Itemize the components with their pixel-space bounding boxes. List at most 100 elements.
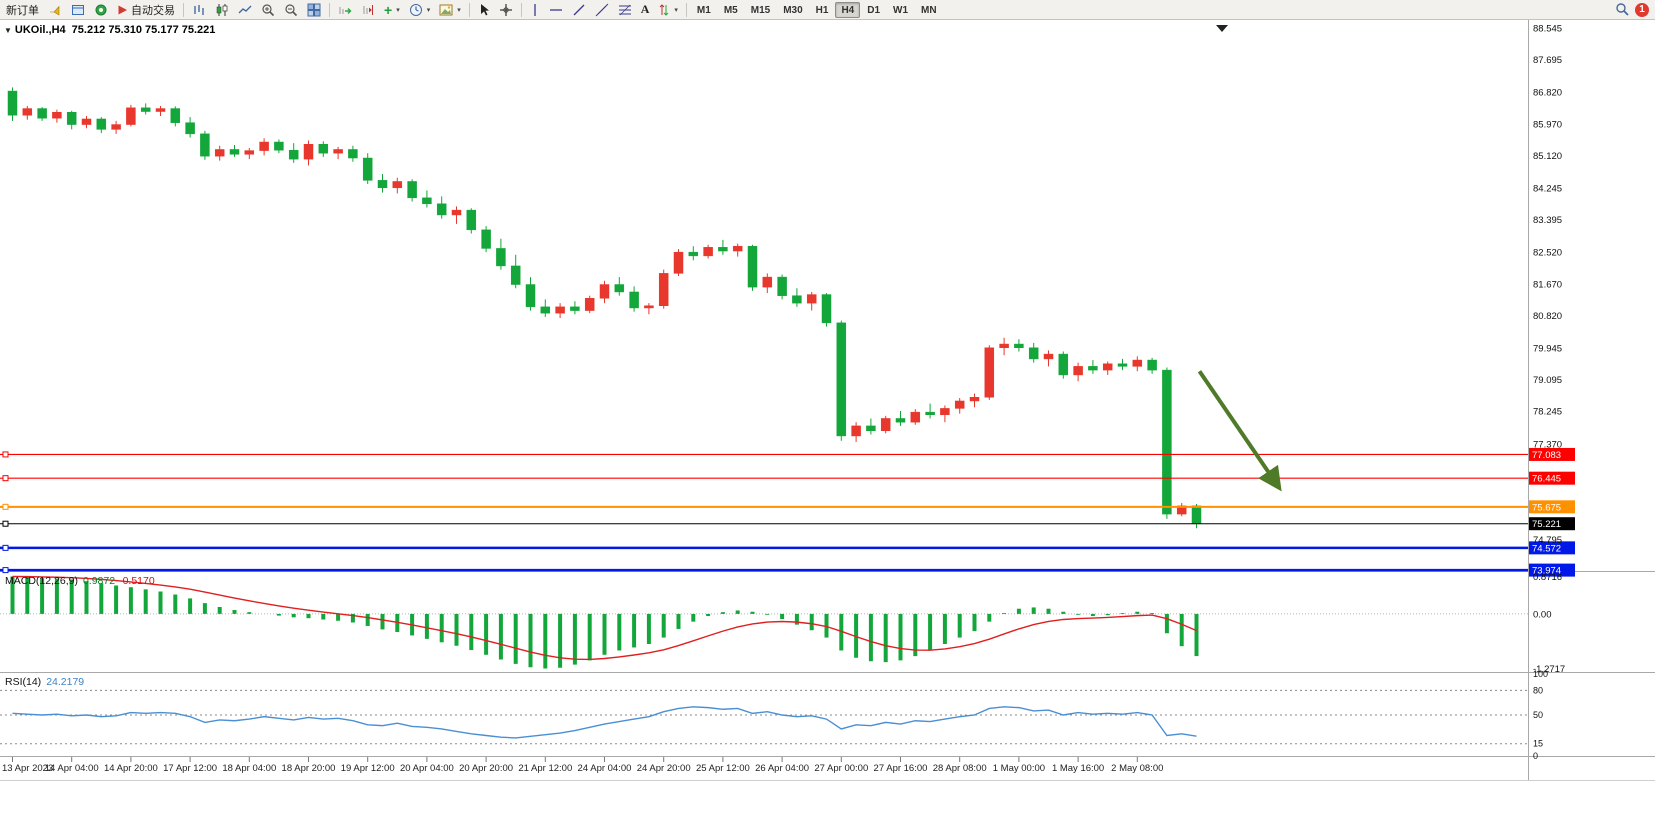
tile-windows-button[interactable]	[303, 1, 325, 19]
toolbar-separator	[468, 2, 470, 17]
indicators-button[interactable]: + ▾	[380, 1, 404, 19]
svg-text:-1.2717: -1.2717	[1533, 664, 1565, 675]
svg-text:0: 0	[1533, 751, 1538, 761]
svg-text:82.520: 82.520	[1533, 248, 1562, 259]
svg-text:86.820: 86.820	[1533, 88, 1562, 99]
bar-chart-icon	[194, 4, 204, 15]
alert-icon	[50, 5, 60, 16]
price-chart-canvas[interactable]: 77.083 76.445 75.675 75.221 74.572 73.974 88.5…	[0, 20, 1655, 825]
trendline-button[interactable]	[568, 1, 590, 19]
svg-text:20 Apr 20:00: 20 Apr 20:00	[459, 763, 513, 774]
svg-text:1 May 00:00: 1 May 00:00	[993, 763, 1045, 774]
svg-text:84.245: 84.245	[1533, 183, 1562, 194]
toolbar: 新订单 自动交易 + ▾ ▾ ▾	[0, 0, 1655, 20]
auto-trading-button[interactable]: 自动交易	[113, 1, 179, 19]
timeframe-w1[interactable]: W1	[887, 2, 914, 18]
timeframe-m30[interactable]: M30	[777, 2, 808, 18]
auto-scroll-button[interactable]	[334, 1, 356, 19]
svg-text:14 Apr 20:00: 14 Apr 20:00	[104, 763, 158, 774]
chevron-down-icon: ▾	[396, 6, 400, 14]
text-button[interactable]: A	[637, 1, 654, 19]
toolbar-separator	[329, 2, 330, 17]
chevron-down-icon: ▾	[457, 6, 461, 14]
periods-button[interactable]: ▾	[405, 1, 435, 19]
alerts-button[interactable]	[44, 1, 66, 19]
candlestick-chart-button[interactable]	[211, 1, 233, 19]
line-chart-button[interactable]	[234, 1, 256, 19]
auto-scroll-icon	[339, 6, 352, 14]
timeframe-m5[interactable]: M5	[718, 2, 744, 18]
svg-text:0.00: 0.00	[1533, 609, 1552, 620]
horizontal-line-icon	[549, 8, 562, 11]
line-chart-icon	[238, 5, 252, 13]
search-icon	[1616, 3, 1629, 16]
timeframe-h1[interactable]: H1	[810, 2, 835, 18]
svg-text:80.820: 80.820	[1533, 311, 1562, 322]
timeframe-h4[interactable]: H4	[835, 1, 861, 18]
templates-button[interactable]: ▾	[435, 1, 465, 19]
clock-icon	[409, 3, 422, 16]
svg-text:25 Apr 12:00: 25 Apr 12:00	[696, 763, 750, 774]
indicators-icon: +	[384, 1, 393, 18]
cursor-button[interactable]	[474, 1, 494, 19]
svg-text:27 Apr 16:00: 27 Apr 16:00	[874, 763, 928, 774]
notification-badge[interactable]: 1	[1635, 2, 1649, 17]
svg-text:18 Apr 04:00: 18 Apr 04:00	[222, 763, 276, 774]
svg-text:50: 50	[1533, 710, 1543, 720]
svg-text:79.095: 79.095	[1533, 375, 1562, 386]
svg-text:83.395: 83.395	[1533, 215, 1562, 226]
chart-menu-icon[interactable]: ▼	[4, 26, 12, 35]
channel-icon	[595, 3, 609, 16]
svg-text:81.670: 81.670	[1533, 279, 1562, 290]
svg-text:85.970: 85.970	[1533, 119, 1562, 130]
svg-text:79.945: 79.945	[1533, 343, 1562, 354]
toolbar-separator	[520, 2, 522, 17]
tile-windows-icon	[307, 3, 321, 16]
svg-text:77.370: 77.370	[1533, 439, 1562, 450]
vertical-line-icon	[534, 3, 536, 16]
crosshair-icon	[499, 3, 512, 16]
svg-text:0.8716: 0.8716	[1533, 572, 1562, 583]
market-watch-icon	[72, 4, 84, 15]
cursor-icon	[480, 3, 489, 15]
svg-text:15: 15	[1533, 739, 1543, 749]
svg-text:75.221: 75.221	[1532, 519, 1561, 530]
svg-text:2 May 08:00: 2 May 08:00	[1111, 763, 1163, 774]
vertical-line-button[interactable]	[526, 1, 544, 19]
svg-text:74.572: 74.572	[1532, 543, 1561, 554]
timeframe-m1[interactable]: M1	[691, 2, 717, 18]
new-order-button[interactable]: 新订单	[2, 1, 43, 19]
navigator-icon	[95, 4, 107, 15]
toolbar-separator	[183, 2, 184, 17]
navigator-button[interactable]	[90, 1, 112, 19]
zoom-in-button[interactable]	[257, 1, 279, 19]
bar-chart-button[interactable]	[188, 1, 210, 19]
svg-text:1 May 16:00: 1 May 16:00	[1052, 763, 1104, 774]
crosshair-button[interactable]	[495, 1, 517, 19]
zoom-out-icon	[285, 3, 298, 16]
svg-text:19 Apr 12:00: 19 Apr 12:00	[341, 763, 395, 774]
svg-text:75.675: 75.675	[1532, 502, 1561, 513]
channel-button[interactable]	[591, 1, 613, 19]
horizontal-line-button[interactable]	[545, 1, 567, 19]
svg-text:85.120: 85.120	[1533, 151, 1562, 162]
timeframe-m15[interactable]: M15	[745, 2, 776, 18]
candlestick-chart-icon	[216, 3, 228, 16]
svg-text:24 Apr 20:00: 24 Apr 20:00	[637, 763, 691, 774]
zoom-out-button[interactable]	[280, 1, 302, 19]
svg-text:26 Apr 04:00: 26 Apr 04:00	[755, 763, 809, 774]
svg-text:78.245: 78.245	[1533, 407, 1562, 418]
text-icon: A	[640, 2, 650, 16]
fibonacci-button[interactable]	[614, 1, 636, 19]
svg-text:20 Apr 04:00: 20 Apr 04:00	[400, 763, 454, 774]
arrows-button[interactable]: ▾	[654, 1, 682, 19]
timeframe-d1[interactable]: D1	[861, 2, 886, 18]
svg-text:87.695: 87.695	[1533, 55, 1562, 66]
svg-text:100: 100	[1533, 669, 1548, 679]
chart-shift-button[interactable]	[357, 1, 379, 19]
svg-text:18 Apr 20:00: 18 Apr 20:00	[282, 763, 336, 774]
search-button[interactable]	[1611, 1, 1634, 19]
timeframe-mn[interactable]: MN	[915, 2, 943, 18]
market-watch-button[interactable]	[67, 1, 89, 19]
chevron-down-icon: ▾	[674, 6, 678, 14]
